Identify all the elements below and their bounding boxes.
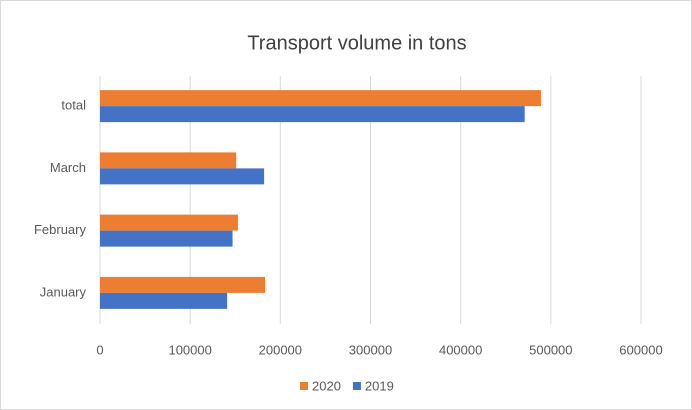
y-tick-label: March [50, 160, 86, 175]
legend-swatch [352, 382, 361, 390]
chart-title: Transport volume in tons [247, 32, 466, 54]
y-tick-label: January [40, 284, 87, 299]
legend-swatch [300, 382, 308, 390]
x-tick-label: 300000 [349, 342, 392, 357]
x-tick-label: 400000 [439, 342, 482, 357]
y-tick-label: total [61, 98, 86, 113]
legend-label: 2020 [312, 378, 341, 393]
x-tick-label: 200000 [259, 342, 302, 357]
bar [100, 106, 525, 123]
bar [100, 90, 541, 107]
legend-label: 2019 [365, 378, 394, 393]
bar [100, 276, 266, 293]
x-tick-label: 0 [96, 342, 103, 357]
bar [100, 230, 233, 247]
bar [100, 292, 228, 309]
x-tick-label: 100000 [168, 342, 211, 357]
y-tick-label: February [34, 222, 87, 237]
bar [100, 152, 237, 169]
x-tick-label: 600000 [619, 342, 662, 357]
x-tick-label: 500000 [529, 342, 572, 357]
bar [100, 168, 265, 185]
bar [100, 214, 238, 231]
